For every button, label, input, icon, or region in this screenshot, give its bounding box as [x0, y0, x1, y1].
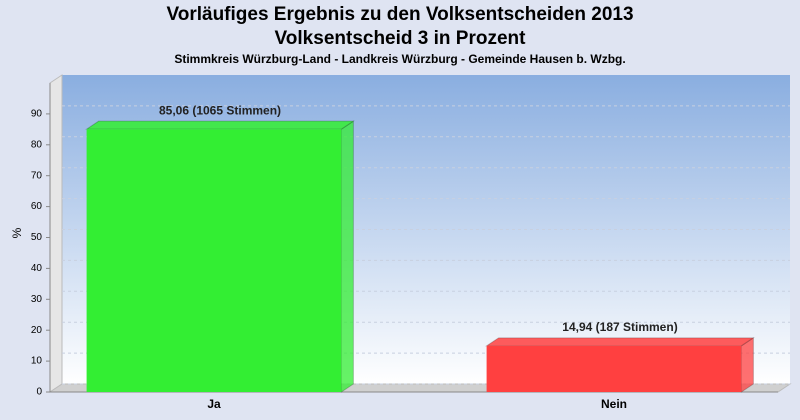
bar: [86, 129, 342, 392]
x-tick-label: Ja: [207, 397, 221, 411]
y-tick-label: 60: [31, 201, 43, 212]
y-tick-label: 20: [31, 325, 43, 336]
chart-title: Volksentscheid 3 in Prozent: [275, 28, 527, 49]
x-tick-label: Nein: [601, 397, 627, 411]
value-label: 85,06 (1065 Stimmen): [159, 103, 281, 117]
y-tick-label: 70: [31, 170, 43, 181]
bar-side: [740, 336, 754, 393]
side-wall: [49, 74, 63, 393]
y-tick-label: 80: [31, 139, 43, 150]
bar: [486, 345, 742, 392]
bar-top: [484, 337, 756, 347]
y-tick-label: 30: [31, 294, 43, 305]
bar-top: [84, 120, 356, 130]
y-tick-label: 90: [31, 109, 43, 120]
y-axis-label: %: [10, 227, 24, 238]
chart-subtitle: Stimmkreis Würzburg-Land - Landkreis Wür…: [174, 52, 625, 66]
y-tick-label: 10: [31, 356, 43, 367]
bar-side: [340, 120, 354, 393]
y-tick-label: 40: [31, 263, 43, 274]
chart-title: Vorläufiges Ergebnis zu den Volksentsche…: [166, 4, 633, 25]
y-tick-label: 0: [36, 387, 42, 398]
y-tick-label: 50: [31, 232, 43, 243]
value-label: 14,94 (187 Stimmen): [562, 320, 677, 334]
